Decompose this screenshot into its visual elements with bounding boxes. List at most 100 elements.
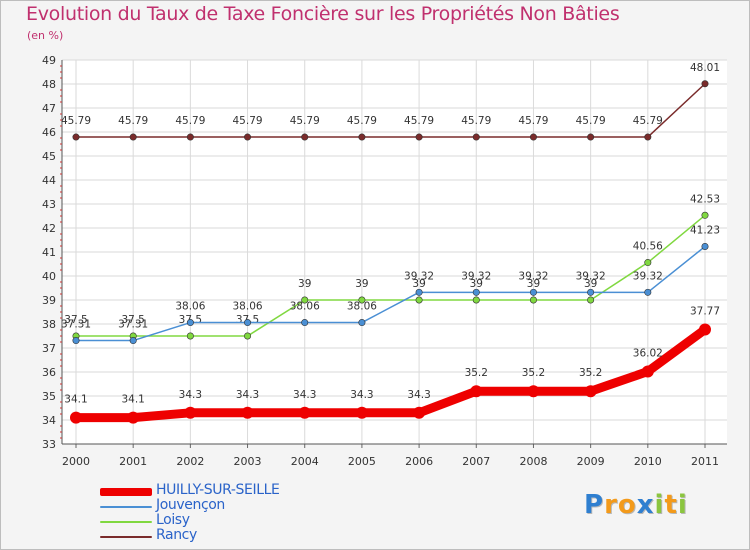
chart-title: Evolution du Taux de Taxe Foncière sur l…	[26, 3, 620, 25]
data-point	[699, 323, 711, 336]
data-label: 39	[584, 278, 597, 290]
x-tick-label: 2006	[405, 455, 433, 468]
legend-swatch	[100, 536, 152, 538]
data-label: 38.06	[347, 301, 377, 313]
data-label: 42.53	[690, 193, 720, 205]
data-point	[701, 211, 709, 219]
data-label: 38.06	[233, 301, 263, 313]
y-tick-label: 33	[42, 438, 56, 451]
data-label: 45.79	[518, 115, 548, 127]
data-point	[301, 133, 309, 141]
data-point	[301, 296, 309, 304]
data-label: 39.32	[404, 270, 434, 282]
data-point	[529, 296, 537, 304]
x-tick-label: 2008	[519, 455, 547, 468]
x-tick-label: 2009	[577, 455, 605, 468]
data-label: 34.3	[236, 389, 259, 401]
data-point	[186, 133, 194, 141]
data-point	[470, 385, 483, 398]
data-label: 37.5	[121, 314, 144, 326]
data-label: 45.79	[118, 115, 148, 127]
data-label: 45.79	[175, 115, 205, 127]
data-label: 35.2	[465, 367, 488, 379]
data-point	[358, 319, 366, 327]
data-label: 45.79	[461, 115, 491, 127]
y-tick-label: 35	[42, 390, 56, 403]
data-point	[358, 133, 366, 141]
data-label: 34.3	[179, 389, 202, 401]
y-tick-label: 38	[42, 318, 56, 331]
data-point	[127, 411, 140, 424]
data-point	[587, 288, 595, 296]
x-tick-label: 2011	[691, 455, 719, 468]
data-label: 40.56	[633, 241, 663, 253]
x-tick-label: 2000	[62, 455, 90, 468]
data-label: 35.2	[522, 367, 545, 379]
data-label: 34.3	[293, 389, 316, 401]
data-point	[529, 288, 537, 296]
y-tick-label: 41	[42, 246, 56, 259]
data-point	[701, 80, 709, 88]
y-tick-label: 36	[42, 366, 56, 379]
data-label: 39	[298, 278, 311, 290]
x-tick-label: 2003	[234, 455, 262, 468]
data-point	[186, 332, 194, 340]
data-label: 35.2	[579, 367, 602, 379]
legend-label: HUILLY-SUR-SEILLE	[156, 482, 280, 498]
logo-letter: o	[617, 490, 637, 520]
data-label: 34.1	[64, 394, 87, 406]
y-tick-label: 48	[42, 78, 56, 91]
y-tick-label: 44	[42, 174, 56, 187]
data-point	[472, 133, 480, 141]
data-label: 39	[412, 278, 425, 290]
data-point	[244, 332, 252, 340]
data-point	[644, 133, 652, 141]
data-label: 39	[355, 278, 368, 290]
data-point	[527, 385, 540, 398]
logo-letter: r	[604, 490, 618, 520]
y-tick-label: 37	[42, 342, 56, 355]
y-tick-label: 42	[42, 222, 56, 235]
data-label: 39.32	[576, 270, 606, 282]
data-point	[298, 406, 311, 419]
series-line-jouven-on	[75, 245, 706, 342]
data-point	[584, 385, 597, 398]
data-point	[355, 406, 368, 419]
x-tick-label: 2001	[119, 455, 147, 468]
y-tick-label: 47	[42, 102, 56, 115]
data-label: 45.79	[347, 115, 377, 127]
y-axis-unit: (en %)	[27, 29, 64, 42]
legend-label: Rancy	[156, 527, 197, 543]
data-point	[186, 319, 194, 327]
data-point	[184, 406, 197, 419]
data-label: 34.1	[121, 394, 144, 406]
y-tick-label: 45	[42, 150, 56, 163]
y-tick-label: 46	[42, 126, 56, 139]
x-tick-label: 2010	[634, 455, 662, 468]
data-point	[129, 337, 137, 345]
data-point	[644, 288, 652, 296]
data-label: 39.32	[518, 270, 548, 282]
data-label: 39.32	[461, 270, 491, 282]
data-label: 45.79	[61, 115, 91, 127]
data-label: 34.3	[350, 389, 373, 401]
data-point	[701, 242, 709, 250]
x-tick-label: 2002	[176, 455, 204, 468]
data-point	[244, 133, 252, 141]
y-tick-label: 40	[42, 270, 56, 283]
data-label: 38.06	[290, 301, 320, 313]
data-label: 45.79	[576, 115, 606, 127]
data-label: 39	[527, 278, 540, 290]
legend-swatch	[100, 488, 152, 496]
x-tick-label: 2004	[291, 455, 319, 468]
legend-swatch	[100, 521, 152, 523]
y-tick-label: 43	[42, 198, 56, 211]
data-point	[72, 337, 80, 345]
legend-label: Jouvençon	[156, 497, 225, 513]
logo-letter: x	[636, 490, 655, 520]
data-label: 39	[470, 278, 483, 290]
y-tick-label: 34	[42, 414, 56, 427]
y-tick-label: 49	[42, 54, 56, 67]
data-point	[415, 288, 423, 296]
